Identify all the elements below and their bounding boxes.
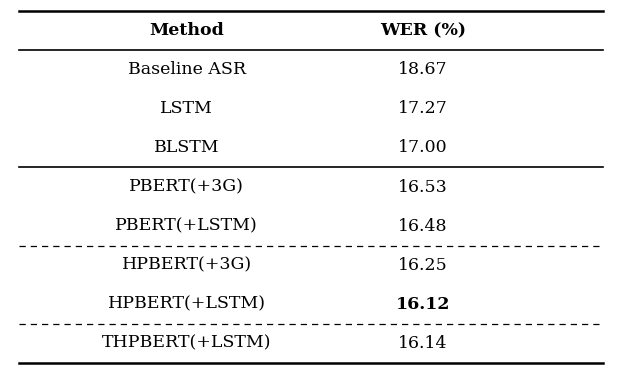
Text: 17.27: 17.27 bbox=[398, 100, 448, 117]
Text: HPBERT(+LSTM): HPBERT(+LSTM) bbox=[108, 296, 266, 313]
Text: 17.00: 17.00 bbox=[398, 140, 448, 156]
Text: THPBERT(+LSTM): THPBERT(+LSTM) bbox=[102, 335, 271, 352]
Text: 16.25: 16.25 bbox=[398, 257, 448, 274]
Text: 16.14: 16.14 bbox=[398, 335, 448, 352]
Text: 16.12: 16.12 bbox=[396, 296, 450, 313]
Text: PBERT(+3G): PBERT(+3G) bbox=[129, 178, 244, 196]
Text: PBERT(+LSTM): PBERT(+LSTM) bbox=[115, 218, 258, 234]
Text: LSTM: LSTM bbox=[160, 100, 213, 117]
Text: 16.48: 16.48 bbox=[398, 218, 448, 234]
Text: 18.67: 18.67 bbox=[398, 61, 448, 78]
Text: HPBERT(+3G): HPBERT(+3G) bbox=[121, 257, 252, 274]
Text: Method: Method bbox=[149, 22, 224, 39]
Text: WER (%): WER (%) bbox=[380, 22, 466, 39]
Text: BLSTM: BLSTM bbox=[154, 140, 220, 156]
Text: 16.53: 16.53 bbox=[398, 178, 448, 196]
Text: Baseline ASR: Baseline ASR bbox=[128, 61, 246, 78]
